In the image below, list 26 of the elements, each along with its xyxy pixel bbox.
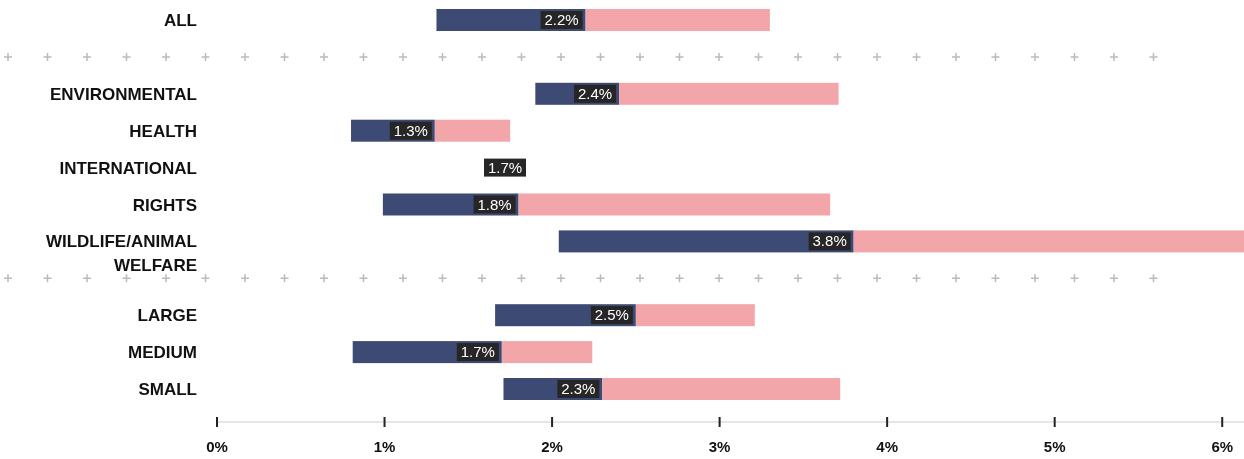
annotation: 1.8% xyxy=(477,195,512,213)
x-tick-label: 0% xyxy=(206,438,228,455)
x-tick-label: 4% xyxy=(876,438,898,455)
y-tick-label: WILDLIFE/ANIMAL WELFARE xyxy=(45,232,197,276)
y-tick-label: LARGE xyxy=(137,306,197,326)
x-tick-label: 6% xyxy=(1211,438,1234,455)
annotation: 2.2% xyxy=(544,11,579,28)
bar xyxy=(558,230,854,253)
y-tick-label: ENVIRONMENTAL xyxy=(49,84,197,104)
annotation: 1.7% xyxy=(487,158,523,176)
y-tick-label: INTERNATIONAL xyxy=(59,158,197,178)
annotation: 1.3% xyxy=(393,121,428,139)
y-tick-label: ALL xyxy=(163,11,197,30)
annotation: 2.5% xyxy=(594,306,629,324)
x-tick-label: 2% xyxy=(541,438,563,455)
x-tick-label: 3% xyxy=(708,438,731,455)
annotation: 1.7% xyxy=(460,343,495,361)
annotation: 2.4% xyxy=(577,84,613,102)
y-tick-label: SMALL xyxy=(138,380,197,399)
y-tick-label: RIGHTS xyxy=(132,195,197,215)
annotation: 3.8% xyxy=(812,232,847,250)
x-tick-label: 1% xyxy=(373,438,396,455)
y-tick-label: MEDIUM xyxy=(128,343,197,363)
annotation: 2.3% xyxy=(561,380,596,397)
x-tick-label: 5% xyxy=(1043,438,1066,455)
y-tick-label: HEALTH xyxy=(129,121,197,141)
